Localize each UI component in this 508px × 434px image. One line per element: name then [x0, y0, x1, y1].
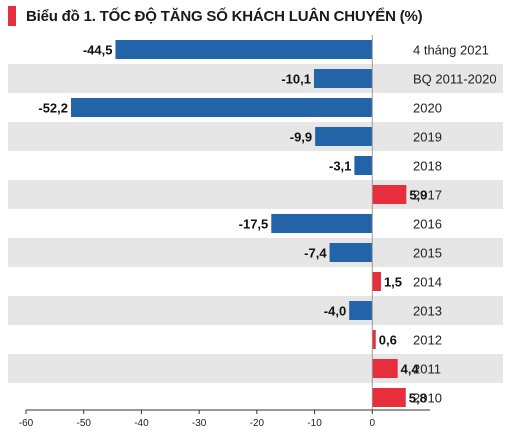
category-label: 2020 [413, 101, 442, 116]
data-label: -52,2 [38, 101, 68, 116]
chart-title-block: Biểu đồ 1. TỐC ĐỘ TĂNG SỐ KHÁCH LUÂN CHU… [8, 5, 423, 27]
data-label: -10,1 [281, 72, 311, 87]
x-tick-label: -20 [250, 418, 265, 429]
data-label: -4,0 [324, 304, 346, 319]
x-tick-label: -30 [192, 418, 207, 429]
category-label: 2015 [413, 246, 442, 261]
bar-negative [354, 156, 373, 175]
data-label: 4,4 [401, 362, 420, 377]
category-label: 2011 [413, 362, 441, 377]
x-tick-label: 0 [370, 418, 376, 429]
category-label: 2010 [413, 391, 442, 406]
bar-positive [372, 185, 407, 204]
data-label: 1,5 [384, 275, 402, 290]
bar-negative [313, 69, 373, 88]
chart-title: Biểu đồ 1. TỐC ĐỘ TĂNG SỐ KHÁCH LUÂN CHU… [26, 7, 423, 25]
category-label: 2014 [413, 275, 442, 290]
category-label: 2012 [413, 333, 442, 348]
bar-positive [372, 359, 398, 378]
title-marker [8, 6, 16, 26]
row-band [8, 296, 503, 325]
bar-negative [271, 214, 373, 233]
data-label: -17,5 [239, 217, 269, 232]
row-band [8, 180, 503, 209]
x-tick-label: -10 [307, 418, 322, 429]
bar-negative [115, 40, 373, 59]
x-tick-label: -40 [134, 418, 149, 429]
row-band [8, 122, 503, 151]
data-label: 0,6 [379, 333, 397, 348]
category-label: 2013 [413, 304, 442, 319]
bar-negative [315, 127, 373, 146]
bar-positive [372, 330, 376, 349]
x-tick-label: -60 [19, 418, 34, 429]
bar-negative [329, 243, 373, 262]
category-label: 2017 [413, 188, 442, 203]
x-tick-label: -50 [76, 418, 91, 429]
category-label: 2016 [413, 217, 442, 232]
category-label: 2019 [413, 130, 442, 145]
data-label: -3,1 [329, 159, 351, 174]
bar-negative [349, 301, 373, 320]
data-label: -44,5 [83, 43, 113, 58]
data-label: -9,9 [290, 130, 312, 145]
bar-positive [372, 388, 406, 407]
row-band [8, 238, 503, 267]
category-label: 2018 [413, 159, 442, 174]
data-label: 5,9 [409, 188, 427, 203]
category-label: 4 tháng 2021 [413, 43, 489, 58]
bar-negative [71, 98, 373, 117]
data-label: -7,4 [304, 246, 327, 261]
bar-positive [372, 272, 381, 291]
data-label: 5,8 [409, 391, 427, 406]
category-label: BQ 2011-2020 [413, 72, 497, 87]
row-band [8, 354, 503, 383]
row-band [8, 64, 503, 93]
